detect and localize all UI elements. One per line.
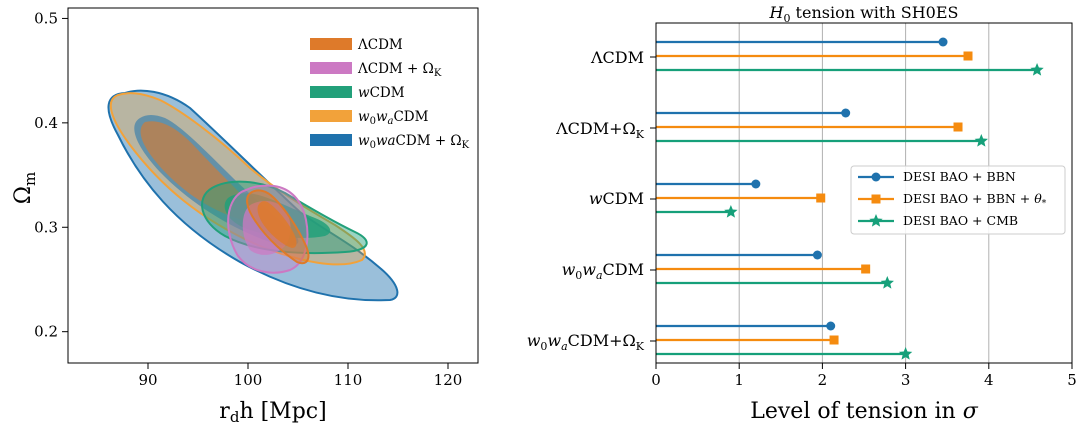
tension-marker bbox=[816, 193, 826, 203]
legend-label-cmb: DESI BAO + CMB bbox=[903, 213, 1018, 228]
right-series bbox=[656, 37, 1044, 360]
tension-marker bbox=[841, 108, 851, 118]
left-xtick-label: 90 bbox=[138, 371, 157, 389]
right-xlabel: Level of tension in σ bbox=[750, 399, 978, 424]
tension-marker bbox=[751, 179, 761, 189]
left-xtick-label: 100 bbox=[234, 371, 263, 389]
right-xtick-label: 2 bbox=[818, 371, 828, 389]
tension-marker bbox=[898, 347, 913, 360]
right-title: H0 tension with SH0ES bbox=[769, 3, 959, 25]
legend-marker bbox=[871, 172, 881, 182]
tension-marker bbox=[1030, 63, 1044, 76]
right-axes-frame bbox=[655, 22, 1073, 364]
left-xlabel: rdh [Mpc] bbox=[219, 399, 326, 426]
category-label-wcdm: wCDM bbox=[589, 189, 644, 208]
tension-marker bbox=[826, 321, 836, 331]
category-label-lcdm: ΛCDM bbox=[590, 48, 644, 67]
legend-label-lcdm-ok: ΛCDM + ΩK bbox=[357, 61, 442, 79]
legend-label-bbn: DESI BAO + BBN bbox=[903, 169, 1016, 184]
tension-marker bbox=[953, 122, 963, 132]
right-legend-box bbox=[850, 165, 1066, 235]
legend-swatch-lcdm bbox=[310, 38, 352, 50]
legend-swatch-w0wacdm-ok bbox=[310, 134, 352, 146]
left-ytick-label: 0.4 bbox=[34, 114, 58, 132]
right-xtick-label: 3 bbox=[901, 371, 911, 389]
legend-swatch-lcdm-ok bbox=[310, 62, 352, 74]
left-ticks: 90 100 110 120 0.2 0.3 0.4 0.5 bbox=[34, 9, 462, 389]
contour-w0wacdm-68 bbox=[140, 121, 259, 223]
tension-marker bbox=[724, 205, 738, 218]
tension-marker bbox=[829, 335, 839, 345]
left-ytick-label: 0.5 bbox=[34, 9, 58, 27]
contour-lcdm-68 bbox=[257, 201, 297, 248]
right-legend: DESI BAO + BBN DESI BAO + BBN + θ* DESI … bbox=[850, 165, 1066, 235]
contour-plot: 90 100 110 120 0.2 0.3 0.4 0.5 rdh [Mpc] Ωm ΛCD… bbox=[11, 7, 479, 426]
right-legend-markers bbox=[858, 172, 894, 227]
tension-plot: H0 tension with SH0ES 0 1 2 3 4 5 ΛCDM ΛCDM+Ω… bbox=[527, 3, 1077, 424]
right-xtick-label: 4 bbox=[984, 371, 994, 389]
left-ytick-label: 0.3 bbox=[34, 218, 58, 236]
legend-label-lcdm: ΛCDM bbox=[357, 37, 403, 53]
category-label-w0wacdm-ok: w0waCDM+ΩK bbox=[527, 331, 645, 353]
left-xtick-label: 120 bbox=[434, 371, 463, 389]
right-ticks: 0 1 2 3 4 5 bbox=[650, 56, 1077, 389]
tension-marker bbox=[812, 250, 822, 260]
legend-marker bbox=[869, 214, 883, 227]
category-label-lcdm-ok: ΛCDM+ΩK bbox=[555, 119, 645, 141]
legend-label-w0wacdm-ok: w0waCDM + ΩK bbox=[358, 133, 470, 151]
tension-marker bbox=[861, 264, 871, 274]
legend-label-theta: DESI BAO + BBN + θ* bbox=[903, 191, 1047, 209]
tension-marker bbox=[938, 37, 948, 47]
tension-marker bbox=[963, 51, 973, 61]
category-label-w0wacdm: w0waCDM bbox=[562, 260, 644, 282]
legend-swatch-wcdm bbox=[310, 86, 352, 98]
left-xtick-label: 110 bbox=[334, 371, 363, 389]
tension-marker bbox=[880, 276, 894, 289]
left-ytick-label: 0.2 bbox=[34, 323, 58, 341]
legend-label-w0wacdm: w0waCDM bbox=[358, 109, 429, 127]
legend-swatch-w0wacdm bbox=[310, 110, 352, 122]
legend-marker bbox=[871, 194, 881, 204]
left-axes-frame bbox=[67, 7, 479, 364]
left-ylabel: Ωm bbox=[11, 172, 39, 204]
right-xtick-label: 5 bbox=[1067, 371, 1077, 389]
right-category-labels: ΛCDM ΛCDM+ΩK wCDM w0waCDM w0waCDM+ΩK bbox=[527, 48, 645, 353]
tension-marker bbox=[974, 134, 988, 147]
right-xtick-label: 1 bbox=[734, 371, 744, 389]
legend-label-wcdm: wCDM bbox=[358, 85, 405, 101]
contour-layers bbox=[107, 89, 399, 302]
right-xtick-label: 0 bbox=[651, 371, 661, 389]
left-legend: ΛCDM ΛCDM + ΩK wCDM w0waCDM w0waCDM + ΩK bbox=[310, 37, 470, 151]
